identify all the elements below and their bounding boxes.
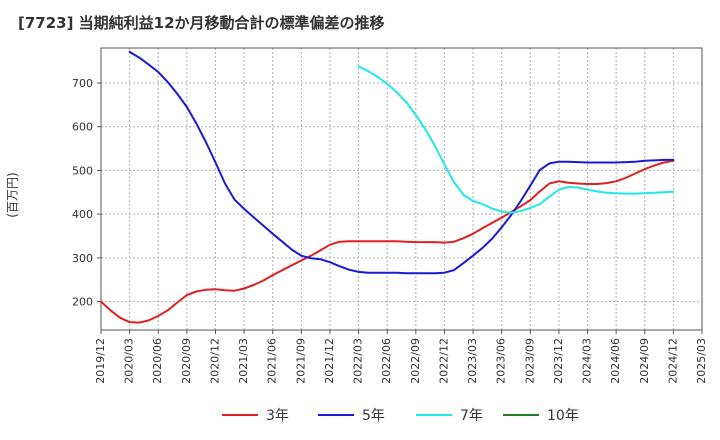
legend: 3年 5年 7年 10年 [222,408,579,424]
legend-label: 10年 [547,408,579,424]
y-tick-label: 700 [72,77,93,90]
x-tick-label: 2021/03 [237,338,250,384]
legend-item-5年: 5年 [318,408,385,424]
x-tick-label: 2022/12 [437,338,450,384]
y-tick-label: 200 [72,296,93,309]
legend-label: 5年 [362,408,385,424]
y-tick-label: 600 [72,121,93,134]
legend-label: 3年 [266,408,289,424]
x-tick-label: 2019/12 [94,338,107,384]
grid-lines [101,48,702,330]
legend-item-10年: 10年 [503,408,579,424]
x-tick-label: 2020/06 [151,338,164,384]
x-tick-label: 2024/03 [581,338,594,384]
legend-item-3年: 3年 [222,408,289,424]
x-tick-label: 2024/06 [609,338,622,384]
x-tick-label: 2022/06 [380,338,393,384]
x-tick-label: 2023/03 [466,338,479,384]
series-line-3年 [100,159,675,324]
x-tick-label: 2020/09 [180,338,193,384]
series-lines [100,50,675,324]
y-tick-label: 300 [72,252,93,265]
x-tick-label: 2025/03 [695,338,708,384]
y-axis-ticks: 200 300 400 500 600 700 [72,77,101,309]
y-tick-label: 500 [72,164,93,177]
x-tick-label: 2023/09 [523,338,536,384]
x-tick-label: 2021/12 [323,338,336,384]
x-tick-label: 2021/09 [294,338,307,384]
x-tick-label: 2020/03 [123,338,136,384]
x-tick-label: 2024/12 [666,338,679,384]
legend-item-7年: 7年 [416,408,483,424]
x-tick-label: 2023/12 [552,338,565,384]
series-line-5年 [128,50,675,275]
y-tick-label: 400 [72,208,93,221]
series-line-7年 [357,65,675,214]
x-tick-label: 2021/06 [266,338,279,384]
x-axis-ticks: 2019/12 2020/03 2020/06 2020/09 2020/12 2021/… [94,330,708,384]
x-tick-label: 2024/09 [638,338,651,384]
x-tick-label: 2022/03 [352,338,365,384]
x-tick-label: 2023/06 [495,338,508,384]
plot-frame [100,47,703,331]
legend-label: 7年 [460,408,483,424]
x-tick-label: 2022/09 [409,338,422,384]
chart-title: [7723] 当期純利益12か月移動合計の標準偏差の推移 [18,14,385,32]
x-tick-label: 2020/12 [208,338,221,384]
